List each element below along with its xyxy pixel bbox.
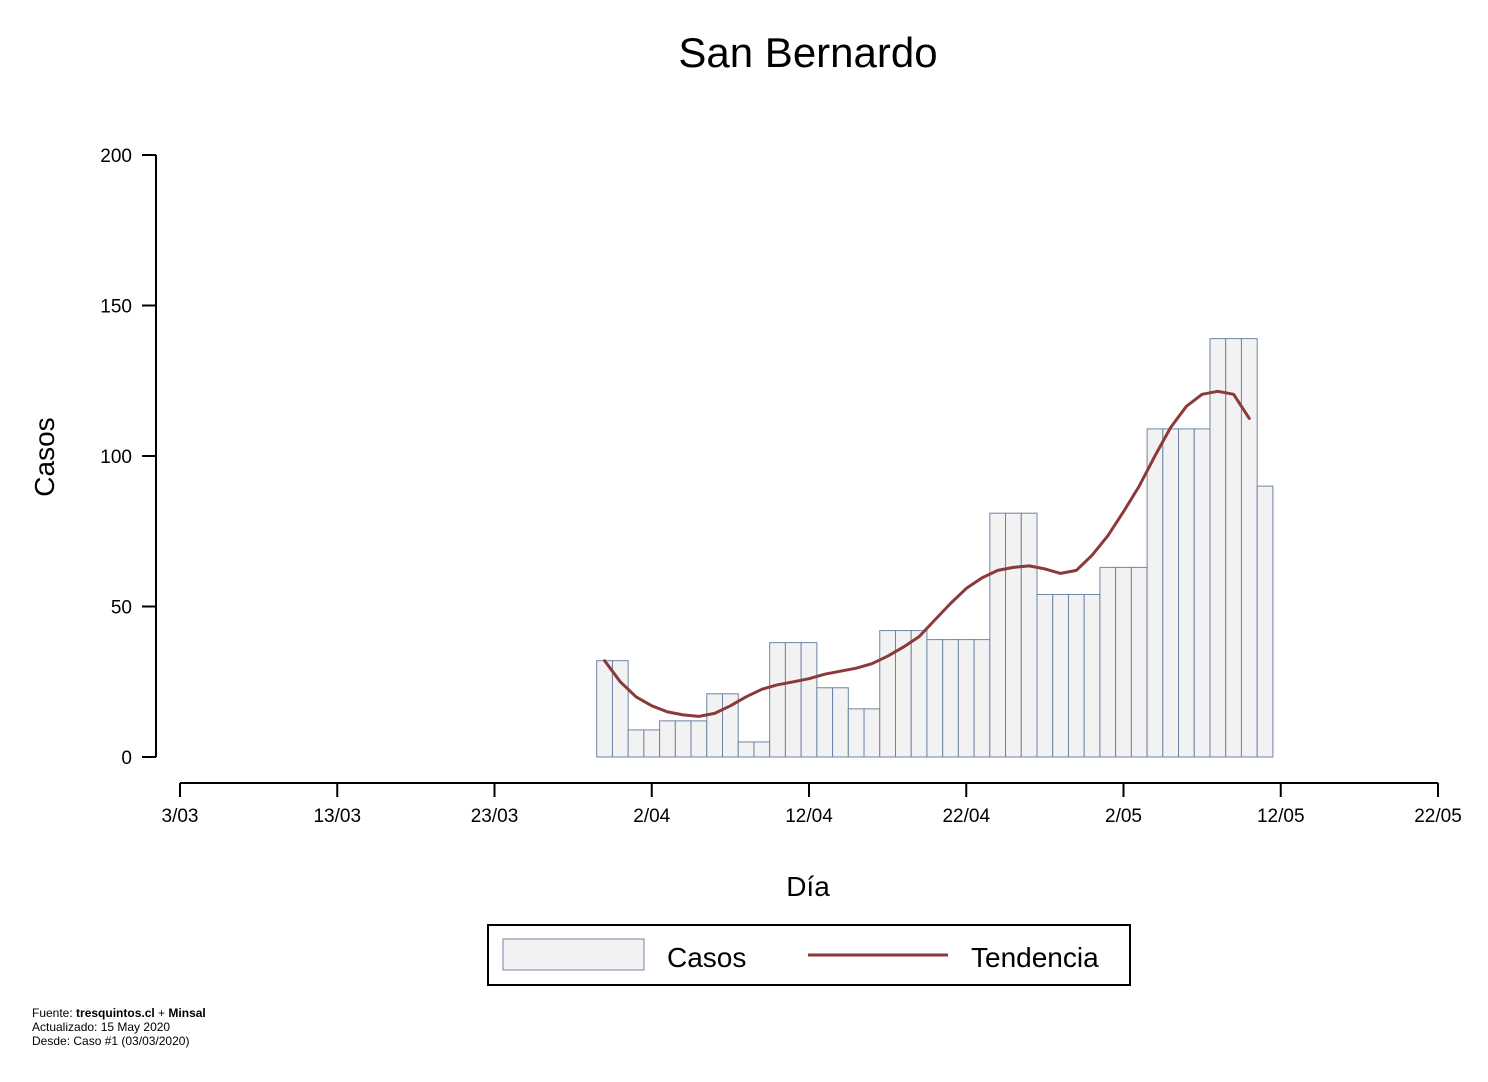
- x-tick-label: 12/04: [785, 806, 833, 827]
- x-tick-label: 23/03: [471, 806, 519, 827]
- bar: [1146, 428, 1164, 758]
- y-tick-label: 150: [100, 297, 132, 318]
- bar: [863, 708, 881, 758]
- bar: [800, 642, 818, 758]
- bar: [989, 512, 1007, 758]
- x-tick-label: 22/04: [942, 806, 990, 827]
- bar: [1130, 566, 1148, 758]
- bar: [627, 729, 645, 758]
- legend-label-tendencia: Tendencia: [971, 942, 1099, 973]
- bar: [879, 630, 896, 758]
- x-tick-label: 3/03: [162, 806, 199, 827]
- legend-label-casos: Casos: [667, 942, 746, 973]
- bar: [674, 720, 692, 758]
- x-tick-label: 2/04: [633, 806, 670, 827]
- footer-source: Fuente: tresquintos.cl + Minsal: [32, 1006, 206, 1020]
- bar: [1020, 512, 1038, 758]
- footer-source-site: tresquintos.cl: [76, 1006, 155, 1020]
- bar: [659, 720, 676, 758]
- bar: [690, 720, 708, 758]
- bar: [769, 642, 786, 758]
- footer: Fuente: tresquintos.cl + Minsal Actualiz…: [32, 1006, 206, 1048]
- bar: [1005, 512, 1022, 758]
- bar: [973, 639, 991, 758]
- bar: [1083, 593, 1101, 758]
- y-tick-label: 0: [121, 748, 132, 769]
- bar: [1067, 593, 1085, 758]
- bar: [1162, 428, 1180, 758]
- x-tick-label: 12/05: [1257, 806, 1305, 827]
- x-axis: 3/03 13/03 23/03 2/04 12/04 22/04 2/05 12/05 22/…: [162, 782, 1462, 827]
- y-tick-label: 200: [100, 146, 132, 167]
- footer-updated: Actualizado: 15 May 2020: [32, 1020, 171, 1034]
- bar: [926, 639, 944, 758]
- y-axis: 0 50 100 150 200: [100, 146, 157, 769]
- bar: [910, 630, 928, 758]
- bar: [816, 687, 834, 758]
- bar: [1209, 338, 1227, 758]
- bar: [1178, 428, 1195, 758]
- bar: [737, 741, 755, 758]
- legend: Casos Tendencia: [487, 924, 1131, 986]
- bar: [1099, 566, 1117, 758]
- y-tick-label: 50: [111, 598, 132, 619]
- bar: [643, 729, 661, 758]
- y-tick-label: 100: [100, 447, 132, 468]
- x-tick-label: 13/03: [313, 806, 361, 827]
- chart-title: San Bernardo: [678, 29, 937, 76]
- x-tick-label: 2/05: [1105, 806, 1142, 827]
- footer-source-joiner: +: [154, 1006, 169, 1020]
- bar: [1052, 593, 1069, 758]
- bar: [1115, 566, 1132, 758]
- footer-since: Desde: Caso #1 (03/03/2020): [32, 1034, 190, 1048]
- bar: [832, 687, 849, 758]
- x-axis-label: Día: [786, 871, 830, 902]
- bar: [784, 642, 802, 758]
- bar: [1240, 338, 1258, 758]
- bar: [753, 741, 771, 758]
- bar: [596, 660, 613, 758]
- bar: [942, 639, 959, 758]
- x-tick-label: 22/05: [1414, 806, 1462, 827]
- bar: [722, 693, 739, 758]
- bars: [596, 338, 1274, 758]
- trend-line: [603, 389, 1251, 718]
- footer-source-org: Minsal: [168, 1006, 206, 1020]
- bar: [847, 708, 865, 758]
- legend-swatch-casos: [502, 938, 645, 971]
- bar: [1036, 593, 1054, 758]
- bar: [1193, 428, 1211, 758]
- bar: [1256, 485, 1274, 758]
- bar: [957, 639, 975, 758]
- bar: [706, 693, 724, 758]
- y-axis-label: Casos: [29, 417, 60, 496]
- footer-source-prefix: Fuente:: [32, 1006, 77, 1020]
